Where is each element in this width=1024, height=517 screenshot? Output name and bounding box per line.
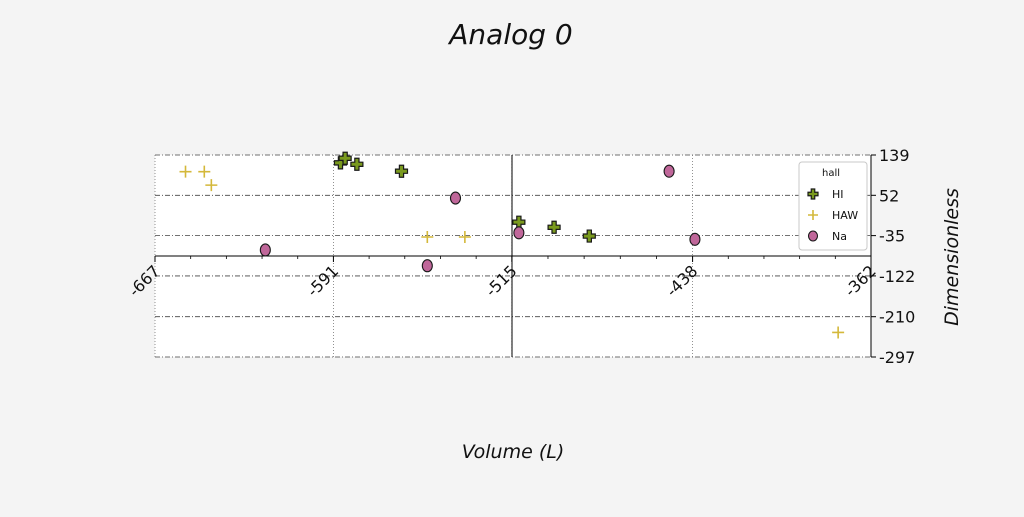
data-point-hi	[394, 164, 409, 178]
legend-marker-hi	[807, 188, 819, 200]
legend-label: Na	[832, 230, 847, 243]
data-point-haw	[179, 165, 192, 178]
data-point-na	[513, 226, 525, 240]
y-tick-label: 52	[879, 186, 899, 205]
data-point-haw	[198, 165, 211, 178]
y-tick-label: -35	[879, 227, 905, 246]
y-tick-label: -297	[879, 348, 915, 367]
y-axis-label: Dimensionless	[941, 188, 963, 326]
data-point-na	[449, 191, 462, 205]
data-point-hi	[350, 157, 364, 171]
y-tick-label: -122	[879, 267, 915, 286]
data-point-hi	[547, 220, 561, 234]
data-point-na	[663, 164, 675, 178]
data-point-na	[421, 259, 433, 273]
legend: hall HI HAW Na	[798, 161, 868, 251]
legend-marker-haw	[808, 210, 818, 220]
data-point-haw	[205, 179, 218, 192]
data-point-haw	[832, 326, 845, 339]
x-axis-label: Volume (L)	[462, 441, 564, 463]
legend-box	[798, 161, 868, 251]
legend-label: HAW	[832, 209, 858, 222]
legend-items: HI HAW Na	[807, 188, 858, 243]
data-point-na	[689, 232, 701, 246]
chart-title: Analog 0	[447, 18, 572, 51]
data-point-hi	[582, 229, 596, 243]
data-points	[179, 151, 845, 339]
data-point-haw	[458, 231, 471, 244]
y-tick-label: 139	[879, 146, 910, 165]
legend-marker-na	[807, 230, 819, 242]
legend-title: hall	[822, 168, 840, 179]
data-point-hi	[338, 151, 352, 165]
data-point-na	[259, 243, 271, 257]
data-point-haw	[421, 231, 434, 244]
axes	[154, 154, 876, 358]
y-tick-label: -210	[879, 308, 915, 327]
legend-label: HI	[832, 188, 844, 201]
